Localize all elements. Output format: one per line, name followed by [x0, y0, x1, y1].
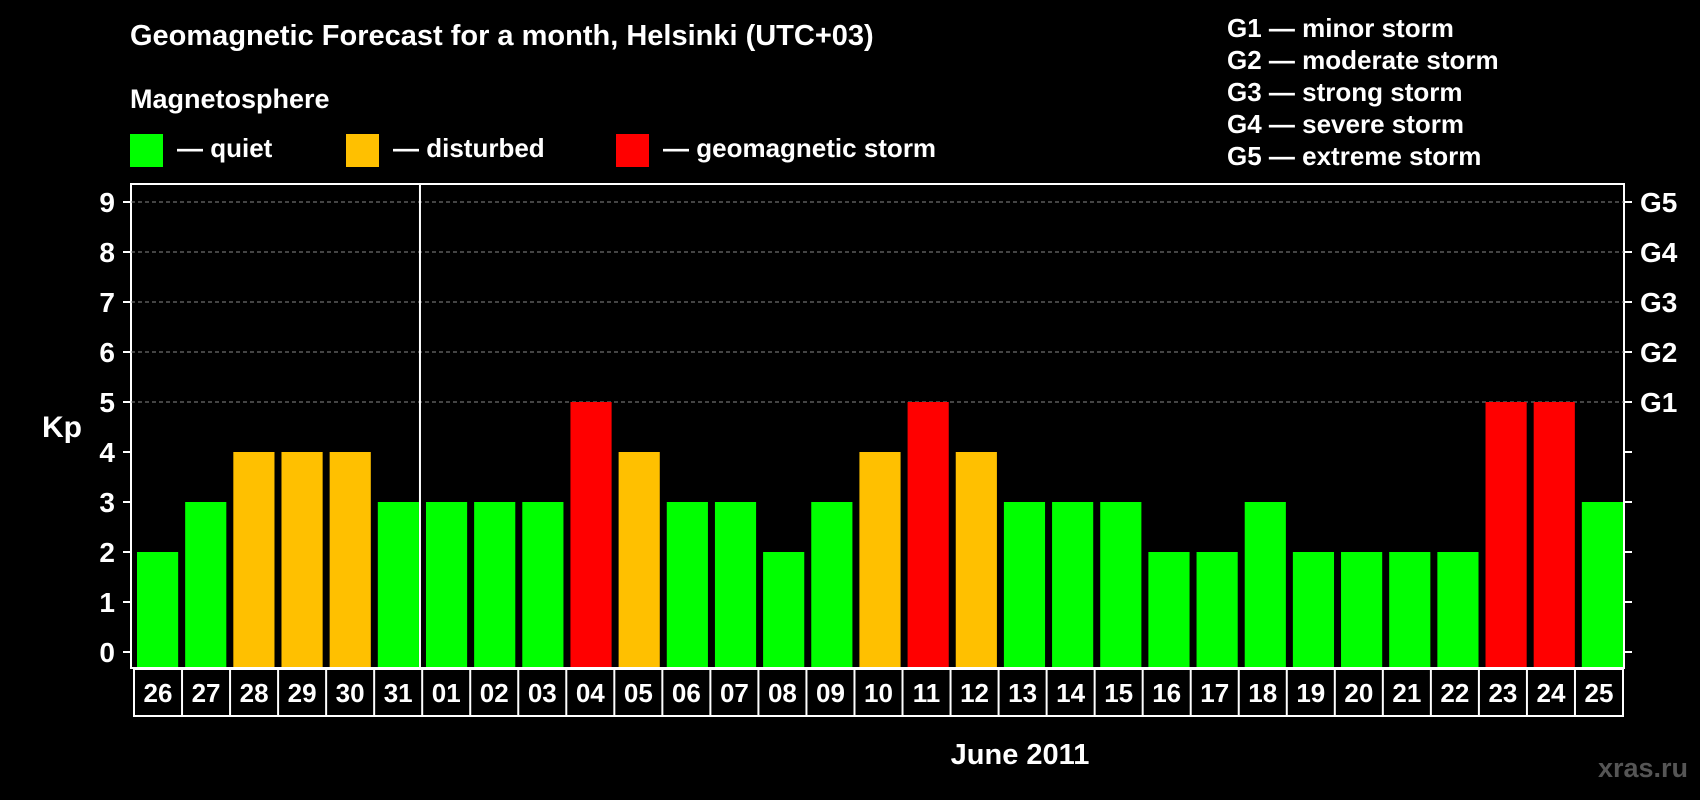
bar-13 [1003, 502, 1046, 667]
x-tick-label-13: 13 [1008, 678, 1037, 708]
x-tick-label-22: 22 [1440, 678, 1469, 708]
y-tick-label-1: 1 [99, 587, 115, 618]
x-tick-label-10: 10 [864, 678, 893, 708]
y-tick-label-6: 6 [99, 337, 115, 368]
y-tick-label-8: 8 [99, 237, 115, 268]
legend-swatch-storm [616, 134, 649, 167]
bar-20 [1341, 552, 1383, 667]
bar-19 [1292, 552, 1335, 667]
x-tick-label-28: 28 [240, 678, 269, 708]
x-tick-label-25: 25 [1585, 678, 1614, 708]
x-tick-label-18: 18 [1248, 678, 1277, 708]
bar-14 [1052, 502, 1094, 667]
x-tick-label-31: 31 [384, 678, 413, 708]
bar-21 [1389, 552, 1431, 667]
storm-level-g3: G3 — strong storm [1227, 77, 1463, 107]
x-tick-label-09: 09 [816, 678, 845, 708]
x-tick-label-15: 15 [1104, 678, 1133, 708]
x-axis-label: June 2011 [951, 739, 1090, 771]
bar-03 [522, 502, 564, 667]
right-axis-label-G5: G5 [1640, 187, 1677, 218]
right-axis-label-G2: G2 [1640, 337, 1677, 368]
x-tick-label-01: 01 [432, 678, 461, 708]
legend-swatch-quiet [130, 134, 163, 167]
x-tick-label-19: 19 [1296, 678, 1325, 708]
bar-25 [1581, 502, 1623, 667]
bar-07 [714, 502, 757, 667]
legend-label-storm: — geomagnetic storm [663, 133, 937, 163]
legend-label-quiet: — quiet [177, 133, 273, 163]
bar-02 [474, 502, 516, 667]
x-tick-label-26: 26 [144, 678, 173, 708]
bar-17 [1196, 552, 1238, 667]
bar-23 [1485, 402, 1527, 667]
bar-10 [859, 452, 901, 667]
storm-level-g2: G2 — moderate storm [1227, 45, 1499, 75]
y-axis-label: Kp [42, 411, 82, 444]
bar-27 [185, 502, 227, 667]
y-tick-label-2: 2 [99, 537, 115, 568]
x-tick-label-16: 16 [1152, 678, 1181, 708]
x-tick-label-06: 06 [672, 678, 701, 708]
right-axis-label-G1: G1 [1640, 387, 1677, 418]
y-tick-label-0: 0 [99, 637, 115, 668]
y-tick-label-5: 5 [99, 387, 115, 418]
bar-30 [329, 452, 371, 667]
x-tick-label-21: 21 [1392, 678, 1421, 708]
bar-22 [1437, 552, 1479, 667]
y-tick-label-9: 9 [99, 187, 115, 218]
bar-05 [618, 452, 660, 667]
x-tick-label-27: 27 [192, 678, 221, 708]
y-tick-label-3: 3 [99, 487, 115, 518]
bar-06 [666, 502, 708, 667]
bar-18 [1244, 502, 1286, 667]
bar-26 [137, 552, 179, 667]
bar-16 [1148, 552, 1190, 667]
x-tick-label-17: 17 [1200, 678, 1229, 708]
bar-09 [811, 502, 853, 667]
storm-level-g1: G1 — minor storm [1227, 13, 1454, 43]
x-tick-label-04: 04 [576, 678, 605, 708]
x-tick-label-23: 23 [1488, 678, 1517, 708]
x-tick-label-07: 07 [720, 678, 749, 708]
right-axis-label-G3: G3 [1640, 287, 1677, 318]
x-tick-label-20: 20 [1344, 678, 1373, 708]
x-tick-label-03: 03 [528, 678, 557, 708]
x-label-frame [133, 668, 1624, 717]
bar-28 [233, 452, 275, 667]
storm-level-g4: G4 — severe storm [1227, 109, 1465, 139]
y-tick-label-4: 4 [99, 437, 115, 468]
x-tick-label-05: 05 [624, 678, 653, 708]
legend-label-disturbed: — disturbed [393, 133, 545, 163]
watermark: xras.ru [1597, 753, 1688, 783]
legend-heading: Magnetosphere [130, 84, 330, 114]
x-tick-label-08: 08 [768, 678, 797, 708]
x-tick-label-02: 02 [480, 678, 509, 708]
bar-15 [1100, 502, 1142, 667]
bar-12 [955, 452, 997, 667]
bar-29 [281, 452, 323, 667]
y-tick-label-7: 7 [99, 287, 115, 318]
x-tick-label-30: 30 [336, 678, 365, 708]
bar-11 [907, 402, 949, 667]
bar-04 [570, 402, 612, 667]
bar-24 [1533, 402, 1575, 667]
bar-31 [377, 502, 419, 667]
x-tick-label-24: 24 [1536, 678, 1565, 708]
chart-title: Geomagnetic Forecast for a month, Helsin… [130, 20, 874, 52]
x-tick-label-14: 14 [1056, 678, 1085, 708]
x-tick-label-29: 29 [288, 678, 317, 708]
x-tick-label-11: 11 [913, 678, 941, 708]
right-axis-label-G4: G4 [1640, 237, 1678, 268]
storm-level-g5: G5 — extreme storm [1227, 141, 1482, 171]
bar-01 [425, 502, 468, 667]
bar-08 [763, 552, 805, 667]
x-tick-label-12: 12 [960, 678, 989, 708]
legend-swatch-disturbed [346, 134, 379, 167]
